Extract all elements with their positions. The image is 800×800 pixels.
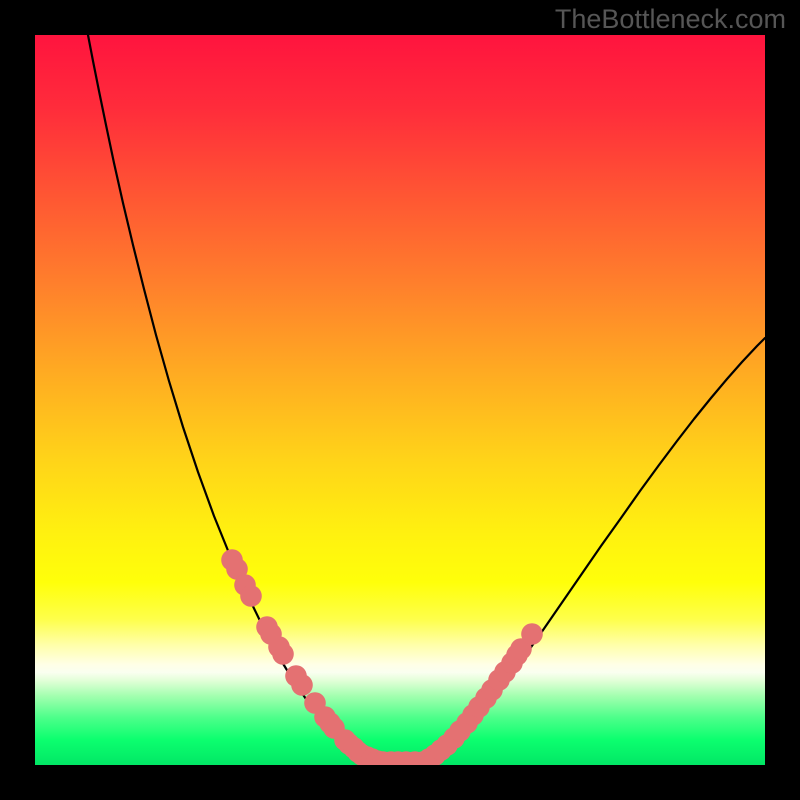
left-dotted-segment-dot <box>291 674 313 696</box>
left-dotted-segment-dot <box>272 643 294 665</box>
gradient-background <box>35 35 765 765</box>
plot-area <box>35 35 765 765</box>
left-dotted-segment-dot <box>240 585 262 607</box>
black-frame-bottom <box>0 765 800 800</box>
black-frame-right <box>765 0 800 800</box>
chart-svg <box>35 35 765 765</box>
black-frame-left <box>0 0 35 800</box>
watermark-text: TheBottleneck.com <box>555 4 786 35</box>
right-dotted-segment-dot <box>521 623 543 645</box>
